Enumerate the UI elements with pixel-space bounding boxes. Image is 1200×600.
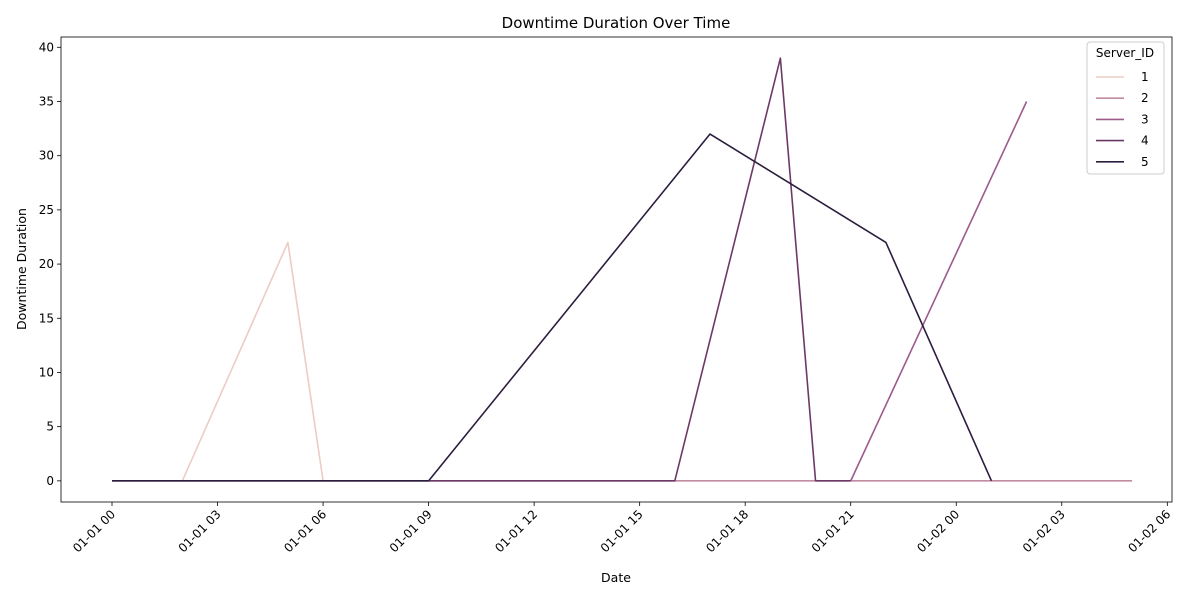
- x-tick-label: 01-02 03: [1020, 507, 1068, 555]
- series-line-1: [181, 241, 429, 482]
- series-line-4: [112, 57, 851, 482]
- x-tick-label: 01-01 12: [492, 507, 540, 555]
- x-tick-label: 01-01 21: [809, 507, 857, 555]
- y-tick-label: 15: [39, 311, 54, 325]
- series-line-5: [112, 133, 993, 482]
- legend: Server_ID 1 2 3 4 5: [1086, 41, 1165, 175]
- x-tick-label: 01-01 15: [598, 507, 646, 555]
- legend-label-1: 1: [1141, 70, 1149, 84]
- x-tick-label: 01-01 09: [387, 507, 435, 555]
- legend-box: [1086, 41, 1165, 175]
- y-tick-label: 40: [39, 40, 54, 54]
- y-tick-label: 0: [46, 474, 54, 488]
- x-axis-title: Date: [601, 570, 631, 585]
- x-tick-label: 01-01 18: [703, 507, 751, 555]
- y-tick-label: 30: [39, 149, 54, 163]
- legend-label-2: 2: [1141, 91, 1149, 105]
- x-tick-label: 01-01 00: [70, 507, 118, 555]
- y-axis: 0 5 10 15 20 25 30 35 40: [39, 40, 61, 488]
- x-axis: 01-01 00 01-01 03 01-01 06 01-01 09 01-01 12…: [70, 502, 1173, 555]
- y-tick-label: 10: [39, 365, 54, 379]
- series-line-3: [849, 101, 1028, 482]
- y-tick-label: 5: [46, 420, 54, 434]
- legend-title: Server_ID: [1096, 46, 1154, 60]
- legend-items: 1 2 3 4 5: [1096, 70, 1149, 169]
- y-tick-label: 20: [39, 257, 54, 271]
- legend-label-3: 3: [1141, 112, 1149, 126]
- legend-label-4: 4: [1141, 134, 1149, 148]
- plot-lines: [112, 57, 1133, 482]
- y-axis-title: Downtime Duration: [14, 208, 29, 330]
- legend-label-5: 5: [1141, 155, 1149, 169]
- y-tick-label: 25: [39, 203, 54, 217]
- x-tick-label: 01-01 03: [176, 507, 224, 555]
- x-tick-label: 01-01 06: [281, 507, 329, 555]
- chart-title: Downtime Duration Over Time: [502, 14, 731, 32]
- plot-frame: [60, 36, 1173, 503]
- y-tick-label: 35: [39, 94, 54, 108]
- x-tick-label: 01-02 06: [1125, 507, 1173, 555]
- x-tick-label: 01-02 00: [914, 507, 962, 555]
